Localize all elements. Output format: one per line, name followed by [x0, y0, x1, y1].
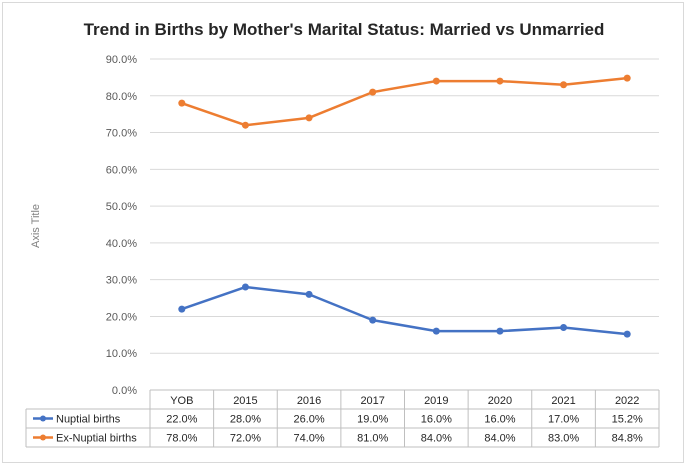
- chart-title: Trend in Births by Mother's Marital Stat…: [83, 20, 605, 39]
- data-table: YOB 2015 2016 2017 2019 2020 2021 2022 Nuptial b…: [25, 389, 660, 448]
- data-label: 84.0%: [484, 433, 515, 445]
- data-label: 74.0%: [293, 433, 324, 445]
- data-point: [496, 77, 504, 85]
- y-tick-label: 10.0%: [106, 348, 137, 360]
- data-point: [496, 327, 504, 335]
- data-label: 16.0%: [484, 414, 515, 426]
- y-axis-ticks: 0.0% 10.0% 20.0% 30.0% 40.0% 50.0% 60.0% 70.0% 8…: [106, 54, 137, 397]
- x-tick-label: 2022: [615, 395, 639, 407]
- data-label: 84.8%: [612, 433, 643, 445]
- data-label: 17.0%: [548, 414, 579, 426]
- y-tick-label: 50.0%: [106, 201, 137, 213]
- data-label: 15.2%: [612, 414, 643, 426]
- x-tick-label: 2019: [424, 395, 448, 407]
- data-label: 19.0%: [357, 414, 388, 426]
- data-label: 22.0%: [166, 414, 197, 426]
- data-point: [305, 290, 313, 298]
- legend-entry: Nuptial births: [56, 414, 121, 426]
- series-lines: [178, 74, 631, 338]
- legend-key-marker: [40, 415, 46, 422]
- x-tick-label: YOB: [170, 395, 193, 407]
- data-label: 16.0%: [421, 414, 452, 426]
- data-point: [432, 327, 440, 335]
- data-point: [560, 81, 568, 89]
- x-tick-label: 2015: [233, 395, 257, 407]
- y-tick-label: 80.0%: [106, 91, 137, 103]
- y-tick-label: 70.0%: [106, 128, 137, 140]
- series-line: [181, 285, 628, 336]
- data-point: [432, 77, 440, 85]
- gridlines: [150, 58, 659, 354]
- legend-key-marker: [40, 434, 46, 441]
- data-label: 72.0%: [230, 433, 261, 445]
- x-tick-label: 2021: [551, 395, 575, 407]
- data-point: [369, 88, 377, 96]
- y-tick-label: 40.0%: [106, 238, 137, 250]
- x-tick-label: 2020: [488, 395, 512, 407]
- data-point: [623, 74, 631, 82]
- data-label: 28.0%: [230, 414, 261, 426]
- data-point: [178, 305, 186, 313]
- data-point: [369, 316, 377, 324]
- data-label: 84.0%: [421, 433, 452, 445]
- series-line: [181, 76, 628, 127]
- data-point: [623, 330, 631, 338]
- data-label: 81.0%: [357, 433, 388, 445]
- data-label: 83.0%: [548, 433, 579, 445]
- data-point: [241, 283, 249, 291]
- y-tick-label: 20.0%: [106, 311, 137, 323]
- data-point: [178, 99, 186, 107]
- y-tick-label: 30.0%: [106, 275, 137, 287]
- y-tick-label: 60.0%: [106, 164, 137, 176]
- y-tick-label: 0.0%: [112, 385, 137, 397]
- data-point: [241, 121, 249, 129]
- data-point: [305, 114, 313, 122]
- data-label: 26.0%: [293, 414, 324, 426]
- chart-frame: [2, 2, 684, 463]
- data-label: 78.0%: [166, 433, 197, 445]
- x-tick-label: 2017: [360, 395, 384, 407]
- data-point: [560, 323, 568, 331]
- y-tick-label: 90.0%: [106, 54, 137, 66]
- legend-entry: Ex-Nuptial births: [56, 433, 137, 445]
- x-tick-label: 2016: [297, 395, 321, 407]
